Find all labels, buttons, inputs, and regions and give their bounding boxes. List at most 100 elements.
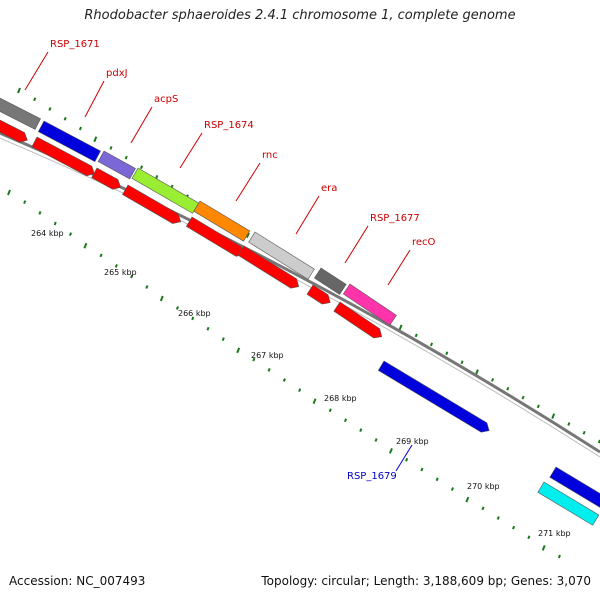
gene-acpS-shape: [97, 150, 136, 180]
gene-pdxJ-shape: [37, 120, 101, 163]
cds-1: [0, 117, 28, 143]
inner-tick: [83, 242, 88, 249]
inner-tick: [359, 428, 363, 433]
inner-tick: [557, 554, 561, 559]
outer-tick: [17, 87, 21, 94]
inner-tick: [267, 367, 271, 372]
inner-tick: [206, 326, 210, 331]
leader-pdxJ: [84, 80, 105, 118]
outer-tick: [536, 404, 540, 409]
outer-tick: [506, 386, 510, 391]
gene-lower-cyan: [537, 481, 600, 526]
gene-pdxJ: [37, 120, 101, 163]
inner-tick: [374, 438, 378, 442]
outer-tick: [445, 351, 449, 356]
outer-tick: [78, 126, 82, 131]
inner-tick: [435, 477, 439, 482]
leader-era: [295, 195, 320, 235]
cds-6: [237, 245, 300, 289]
gene-recO: [342, 283, 397, 326]
inner-tick: [68, 232, 73, 236]
inner-tick: [405, 457, 409, 462]
cds-2: [31, 136, 95, 177]
inner-tick: [328, 408, 332, 413]
kbp-label: 266 kbp: [178, 309, 211, 318]
outer-tick: [93, 136, 98, 143]
outer-tick: [567, 422, 571, 426]
gene-lower-cyan-shape: [537, 481, 600, 526]
gene-RSP_1674: [131, 167, 200, 214]
label-recO: recO: [412, 237, 436, 248]
accession-text: Accession: NC_007493: [9, 574, 146, 588]
cds-8: [333, 301, 383, 339]
label-pdxJ: pdxJ: [106, 68, 128, 79]
gene-era: [248, 231, 315, 280]
kbp-label: 265 kbp: [104, 268, 137, 277]
outer-tick: [109, 146, 113, 150]
outer-tick: [124, 155, 128, 160]
gene-acpS: [97, 150, 136, 180]
cds-3: [91, 167, 121, 190]
kbp-label: 264 kbp: [31, 229, 64, 238]
outer-tick: [414, 333, 418, 338]
inner-tick: [282, 378, 286, 382]
map-title: Rhodobacter sphaeroides 2.4.1 chromosome…: [84, 8, 516, 23]
inner-tick: [236, 347, 241, 354]
cds-7: [306, 284, 331, 305]
leader-RSP_1679: [395, 444, 413, 472]
cds-4-shape: [122, 184, 182, 224]
kbp-label: 267 kbp: [251, 351, 284, 360]
kbp-label: 271 kbp: [538, 529, 571, 538]
leader-acpS: [130, 106, 153, 144]
gene-RSP_1677: [314, 267, 347, 295]
cds-8-shape: [333, 301, 383, 339]
gene-recO-shape: [342, 283, 397, 326]
inner-tick: [99, 253, 103, 258]
inner-tick: [481, 506, 485, 511]
kbp-label: 269 kbp: [396, 437, 429, 446]
outer-tick: [139, 165, 144, 170]
cds-3-shape: [91, 167, 121, 190]
inner-tick: [175, 306, 179, 310]
label-leaders: [24, 51, 413, 472]
inner-tick: [23, 200, 27, 205]
inner-tick: [541, 545, 546, 551]
leader-rnc: [235, 162, 261, 202]
leader-RSP_1674: [179, 132, 203, 169]
inner-tick: [512, 525, 516, 530]
gene-RSP_1679: [377, 360, 490, 433]
inner-tick: [312, 398, 317, 405]
inner-tick: [159, 295, 164, 302]
backbone-inner: [0, 137, 600, 458]
leader-RSP_1671: [24, 51, 49, 91]
gene-RSP_1674-shape: [131, 167, 200, 214]
inner-tick: [252, 357, 256, 362]
tick-marks: [7, 87, 600, 559]
inner-tick: [496, 516, 500, 520]
inner-tick: [527, 535, 531, 540]
label-RSP_1671: RSP_1671: [50, 39, 100, 50]
inner-tick: [298, 388, 302, 392]
inner-tick: [465, 496, 470, 503]
label-RSP_1677: RSP_1677: [370, 213, 420, 224]
gene-features: [0, 95, 600, 526]
cds-4: [122, 184, 182, 224]
kbp-labels: 264 kbp 265 kbp 266 kbp 267 kbp 268 kbp 269 k…: [31, 229, 571, 538]
backbone: [0, 131, 600, 458]
outer-tick: [429, 342, 434, 347]
gene-rnc: [193, 200, 251, 242]
inner-tick: [145, 285, 149, 289]
label-acpS: acpS: [154, 94, 178, 105]
gene-lower-blue: [549, 466, 600, 509]
cds-6-shape: [237, 245, 300, 289]
inner-tick: [450, 487, 454, 491]
inner-tick: [221, 337, 225, 341]
label-era: era: [321, 183, 337, 194]
outer-tick: [398, 324, 403, 331]
inner-tick: [38, 210, 42, 215]
outer-tick: [246, 232, 250, 238]
label-RSP_1679: RSP_1679: [347, 471, 397, 482]
outer-tick: [551, 413, 556, 420]
gene-RSP_1671-shape: [0, 95, 41, 130]
